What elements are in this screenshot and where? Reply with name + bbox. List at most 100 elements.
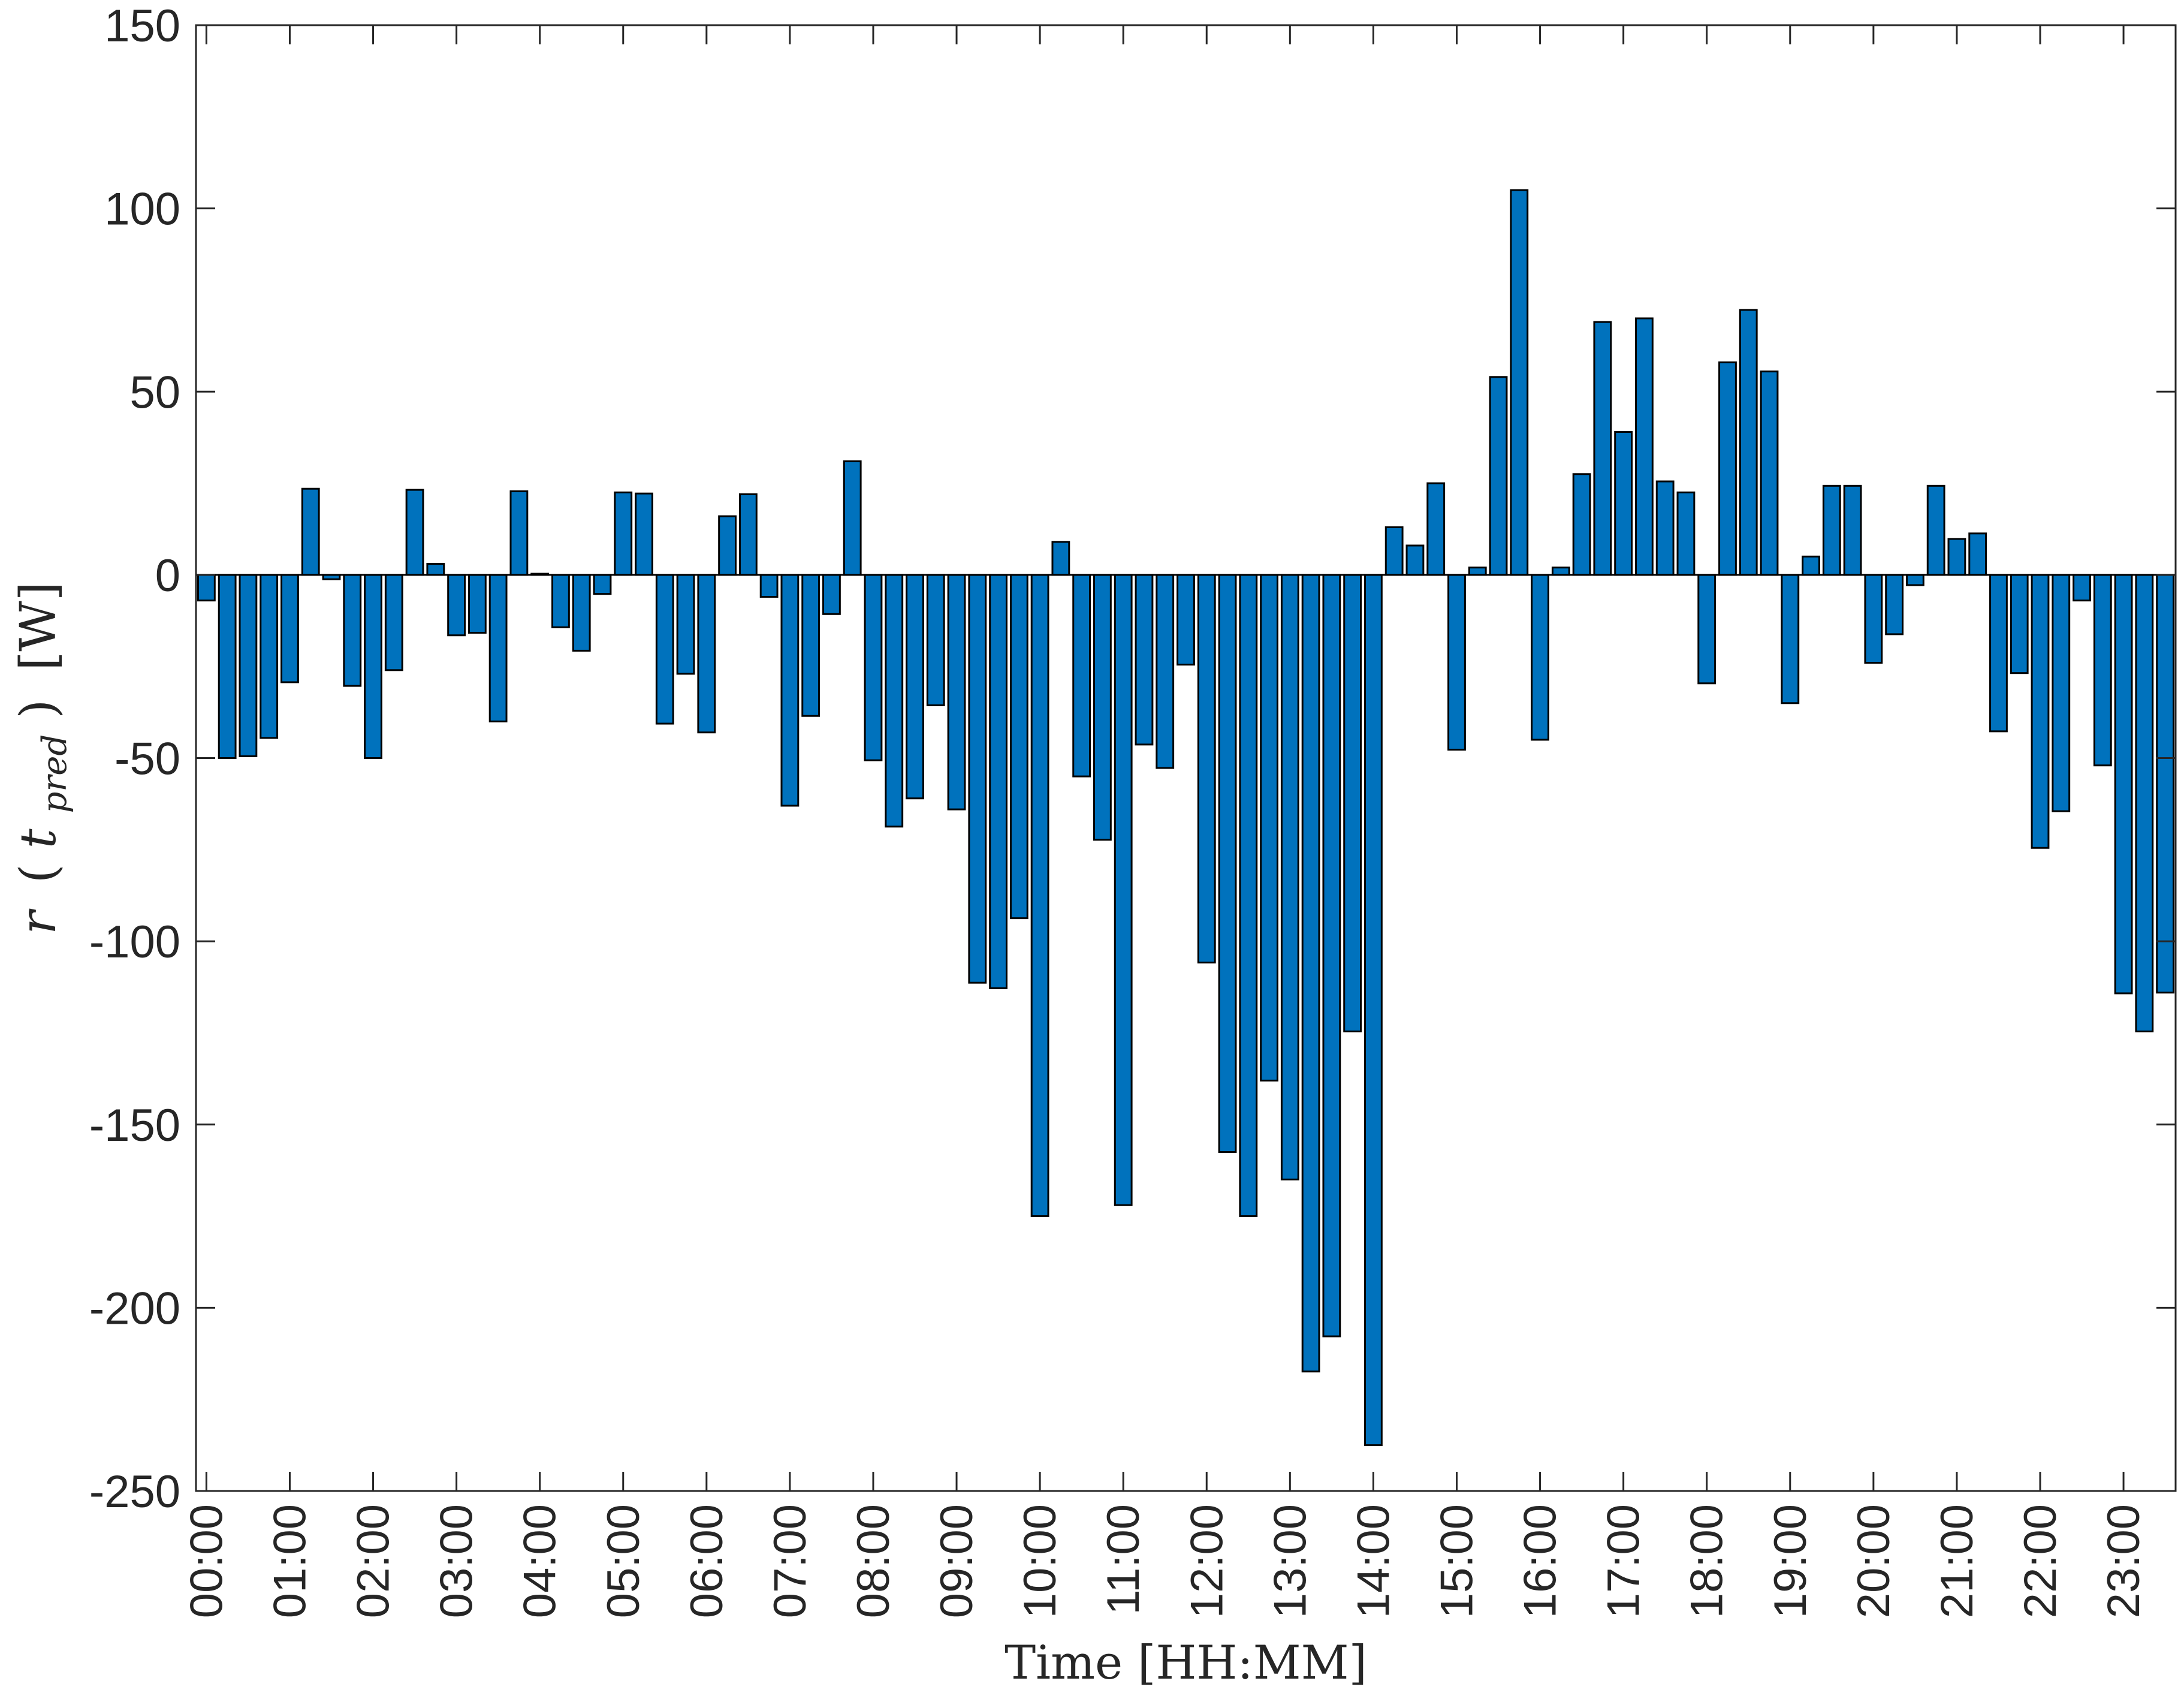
bar-86: [1989, 574, 2008, 733]
x-tick-label: 02:00: [348, 1504, 399, 1618]
bar-64: [1531, 574, 1549, 741]
x-tick-label: 05:00: [598, 1504, 649, 1618]
bar-28: [780, 574, 800, 807]
bar-36: [947, 574, 966, 811]
bar-11: [426, 563, 445, 576]
bar-84: [1947, 538, 1966, 576]
bar-69: [1635, 317, 1654, 576]
bar-41: [1051, 541, 1070, 576]
bar-83: [1926, 484, 1945, 576]
x-axis-title: Time [HH:MM]: [1004, 1636, 1367, 1690]
x-tick-label: 20:00: [1848, 1504, 1899, 1618]
bar-50: [1239, 574, 1258, 1218]
bar-58: [1405, 544, 1425, 576]
bar-80: [1864, 574, 1883, 664]
bar-53: [1301, 574, 1320, 1373]
bar-93: [2135, 574, 2154, 1032]
bar-1: [218, 574, 237, 760]
bar-87: [2010, 574, 2029, 674]
bar-18: [572, 574, 591, 652]
bar-89: [2052, 574, 2071, 812]
bar-2: [239, 574, 258, 757]
y-tick-label: 150: [104, 1, 180, 52]
bar-15: [509, 490, 529, 576]
x-axis-ticks: 00:00 01:00 02:00 03:00 04:00 05:00 06:00 07:00…: [181, 25, 2149, 1618]
x-tick-label: 07:00: [765, 1504, 816, 1618]
bar-91: [2093, 574, 2112, 767]
bar-19: [593, 574, 612, 595]
bar-40: [1030, 574, 1049, 1218]
y-axis-title: r ( t pred ) [W]: [10, 582, 78, 934]
y-axis-title-subscript: pred: [35, 734, 74, 814]
bar-47: [1177, 574, 1195, 666]
bar-10: [405, 489, 424, 576]
bar-57: [1384, 526, 1404, 576]
bar-60: [1447, 574, 1466, 751]
y-axis-title-open-paren: (: [10, 864, 67, 883]
bar-8: [364, 574, 382, 760]
bar-23: [676, 574, 695, 675]
bar-13: [467, 574, 487, 634]
x-tick-label: 19:00: [1765, 1504, 1816, 1618]
bar-21: [635, 492, 653, 576]
bar-31: [843, 460, 862, 576]
bar-43: [1093, 574, 1112, 841]
y-axis-title-t: t: [10, 828, 67, 848]
bar-79: [1843, 484, 1862, 576]
bar-77: [1802, 555, 1820, 576]
bar-70: [1655, 480, 1675, 576]
y-tick-label: 50: [129, 367, 180, 418]
bar-0: [197, 574, 216, 602]
bar-72: [1697, 574, 1717, 685]
y-axis-title-r: r: [10, 908, 67, 935]
y-tick-label: -200: [89, 1283, 180, 1334]
bar-71: [1676, 491, 1696, 576]
bar-25: [718, 515, 737, 576]
bar-68: [1614, 430, 1633, 576]
bar-45: [1135, 574, 1154, 746]
x-tick-label: 09:00: [931, 1504, 982, 1618]
bar-24: [697, 574, 716, 734]
bar-85: [1968, 532, 1987, 576]
x-tick-label: 17:00: [1598, 1504, 1649, 1618]
y-axis-title-close-paren: ): [10, 700, 67, 719]
y-tick-label: -100: [89, 917, 180, 968]
bar-14: [488, 574, 508, 722]
bar-17: [551, 574, 570, 628]
x-tick-label: 11:00: [1098, 1504, 1149, 1615]
bar-90: [2073, 574, 2091, 602]
y-tick-label: -50: [114, 734, 180, 785]
bar-94: [2156, 574, 2175, 994]
bar-49: [1218, 574, 1237, 1153]
bar-9: [384, 574, 403, 671]
bar-27: [759, 574, 779, 598]
bar-48: [1197, 574, 1216, 964]
bar-67: [1593, 321, 1612, 576]
bar-26: [738, 493, 758, 576]
bar-74: [1739, 309, 1758, 576]
bar-82: [1905, 574, 1924, 586]
bar-33: [885, 574, 904, 828]
x-tick-label: 21:00: [1932, 1504, 1983, 1618]
bar-92: [2114, 574, 2133, 995]
x-tick-label: 15:00: [1431, 1504, 1482, 1618]
bar-55: [1343, 574, 1362, 1032]
x-tick-label: 22:00: [2015, 1504, 2066, 1618]
bar-81: [1885, 574, 1904, 635]
bar-42: [1072, 574, 1091, 778]
x-tick-label: 08:00: [848, 1504, 899, 1618]
x-tick-label: 01:00: [264, 1504, 315, 1618]
y-axis-title-unit: [W]: [10, 582, 67, 670]
bar-22: [655, 574, 674, 725]
y-tick-label: -150: [89, 1100, 180, 1151]
x-tick-label: 14:00: [1348, 1504, 1399, 1618]
bars-layer: [197, 189, 2175, 1447]
bar-75: [1760, 370, 1779, 576]
x-tick-label: 12:00: [1181, 1504, 1232, 1618]
bar-54: [1322, 574, 1341, 1337]
bar-51: [1260, 574, 1278, 1082]
x-tick-label: 04:00: [515, 1504, 566, 1618]
bar-73: [1718, 361, 1737, 576]
